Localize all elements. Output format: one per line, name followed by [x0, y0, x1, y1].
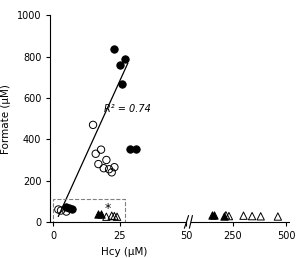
Point: [107, 167, 111, 171]
Point: [91, 123, 95, 127]
Point: [56, 207, 61, 212]
Point: [64, 209, 69, 214]
Point: [133, 147, 138, 151]
Point: [67, 206, 71, 211]
Text: *: *: [104, 202, 111, 215]
Point: [210, 213, 215, 217]
Text: R² = 0.74: R² = 0.74: [104, 104, 151, 115]
Point: [120, 82, 125, 86]
Point: [109, 170, 114, 174]
Point: [96, 212, 101, 216]
Point: [109, 214, 114, 218]
Point: [123, 57, 128, 61]
Point: [93, 152, 98, 156]
Point: [64, 205, 69, 209]
Point: [99, 148, 103, 152]
Point: [99, 212, 103, 216]
Point: [250, 214, 255, 218]
Point: [112, 46, 117, 51]
Text: Hcy (μM): Hcy (μM): [101, 247, 147, 257]
Point: [101, 166, 106, 170]
Point: [241, 214, 246, 218]
Point: [115, 215, 119, 219]
Point: [104, 215, 109, 219]
Point: [128, 147, 133, 151]
Point: [112, 165, 117, 169]
Point: [212, 213, 216, 217]
Y-axis label: Formate (μM): Formate (μM): [1, 84, 11, 154]
Point: [276, 214, 280, 219]
Point: [118, 63, 122, 67]
Point: [112, 214, 117, 218]
Point: [258, 214, 263, 218]
Point: [222, 214, 226, 218]
Point: [104, 158, 109, 162]
Bar: [53, 199, 125, 222]
Point: [226, 214, 231, 218]
Point: [96, 162, 101, 166]
Point: [69, 207, 74, 212]
Point: [223, 213, 228, 217]
Point: [59, 208, 63, 213]
